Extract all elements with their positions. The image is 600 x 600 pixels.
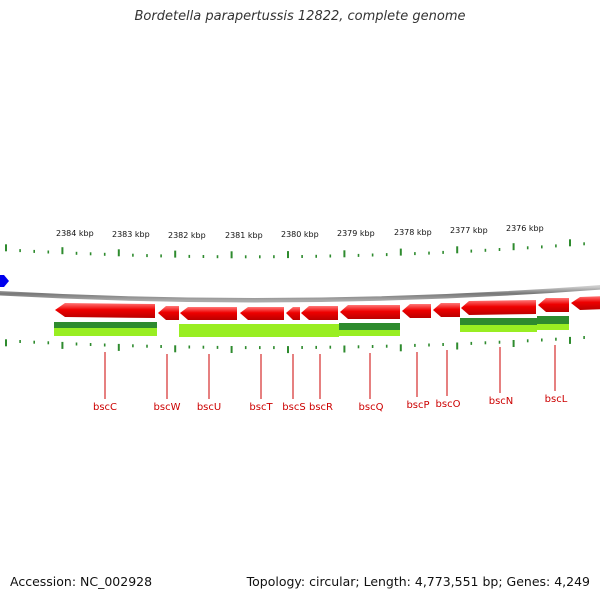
gene-arrow-bscO[interactable] [433, 303, 460, 317]
gene-label-bscL[interactable]: bscL [545, 394, 568, 405]
genome-summary-text: Topology: circular; Length: 4,773,551 bp… [246, 574, 590, 589]
ruler-label-2384: 2384 kbp [56, 229, 94, 238]
gene-label-bscR[interactable]: bscR [309, 402, 333, 413]
ruler-label-2380: 2380 kbp [281, 230, 319, 239]
accession-text: Accession: NC_002928 [10, 574, 153, 589]
gene-arrow-bscL[interactable] [538, 298, 569, 312]
ruler-labels: 2384 kbp 2383 kbp 2382 kbp 2381 kbp 2380… [56, 224, 544, 240]
ruler-label-2377: 2377 kbp [450, 226, 488, 235]
gene-arrow-bscU[interactable] [180, 307, 237, 320]
cds-block-bscN-light [460, 325, 537, 332]
ruler-ticks-top [5, 239, 585, 259]
cds-blocks [54, 316, 569, 337]
cds-block-bscC-light [54, 328, 157, 336]
gene-label-bscN[interactable]: bscN [489, 396, 514, 407]
cds-block-bscL-dark [537, 316, 569, 324]
genome-backbone [0, 285, 600, 303]
gene-label-bscC[interactable]: bscC [93, 402, 117, 413]
ruler-ticks-bottom [5, 336, 585, 354]
cds-block-bscQ-light [339, 330, 400, 336]
gene-label-leaders [104, 345, 556, 399]
gene-label-bscQ[interactable]: bscQ [359, 402, 384, 413]
gene-label-bscT[interactable]: bscT [249, 402, 273, 413]
ruler-label-2379: 2379 kbp [337, 229, 375, 238]
gene-arrow-partial[interactable] [571, 296, 600, 310]
gene-label-bscS[interactable]: bscS [282, 402, 305, 413]
gene-labels: bscC bscW bscU bscT bscS bscR bscQ bscP … [93, 394, 568, 413]
ruler-label-2381: 2381 kbp [225, 231, 263, 240]
gene-arrow-bscS[interactable] [286, 307, 300, 320]
ruler-label-2376: 2376 kbp [506, 224, 544, 233]
cds-block-mid-light [179, 324, 339, 337]
ruler-label-2383: 2383 kbp [112, 230, 150, 239]
gene-arrow-bscQ[interactable] [340, 305, 400, 319]
blue-hexagon-marker-icon[interactable] [0, 275, 9, 287]
ruler-label-2382: 2382 kbp [168, 231, 206, 240]
gene-label-bscW[interactable]: bscW [154, 402, 181, 413]
gene-arrow-bscT[interactable] [240, 307, 284, 320]
gene-arrow-bscR[interactable] [301, 306, 338, 320]
gene-arrow-bscN[interactable] [461, 300, 536, 315]
map-title: Bordetella parapertussis 12822, complete… [134, 9, 466, 24]
gene-label-bscO[interactable]: bscO [436, 399, 461, 410]
gene-arrow-bscC[interactable] [55, 303, 155, 318]
cds-block-bscL-light [537, 324, 569, 330]
gene-label-bscU[interactable]: bscU [197, 402, 221, 413]
gene-arrow-bscW[interactable] [158, 306, 179, 320]
cds-block-bscC-dark [54, 322, 157, 328]
cds-block-bscQ-dark [339, 323, 400, 330]
gene-label-bscP[interactable]: bscP [406, 400, 429, 411]
cds-block-bscN-dark [460, 318, 537, 325]
gene-arrows [55, 296, 600, 320]
gene-arrow-bscP[interactable] [402, 304, 431, 318]
ruler-label-2378: 2378 kbp [394, 228, 432, 237]
